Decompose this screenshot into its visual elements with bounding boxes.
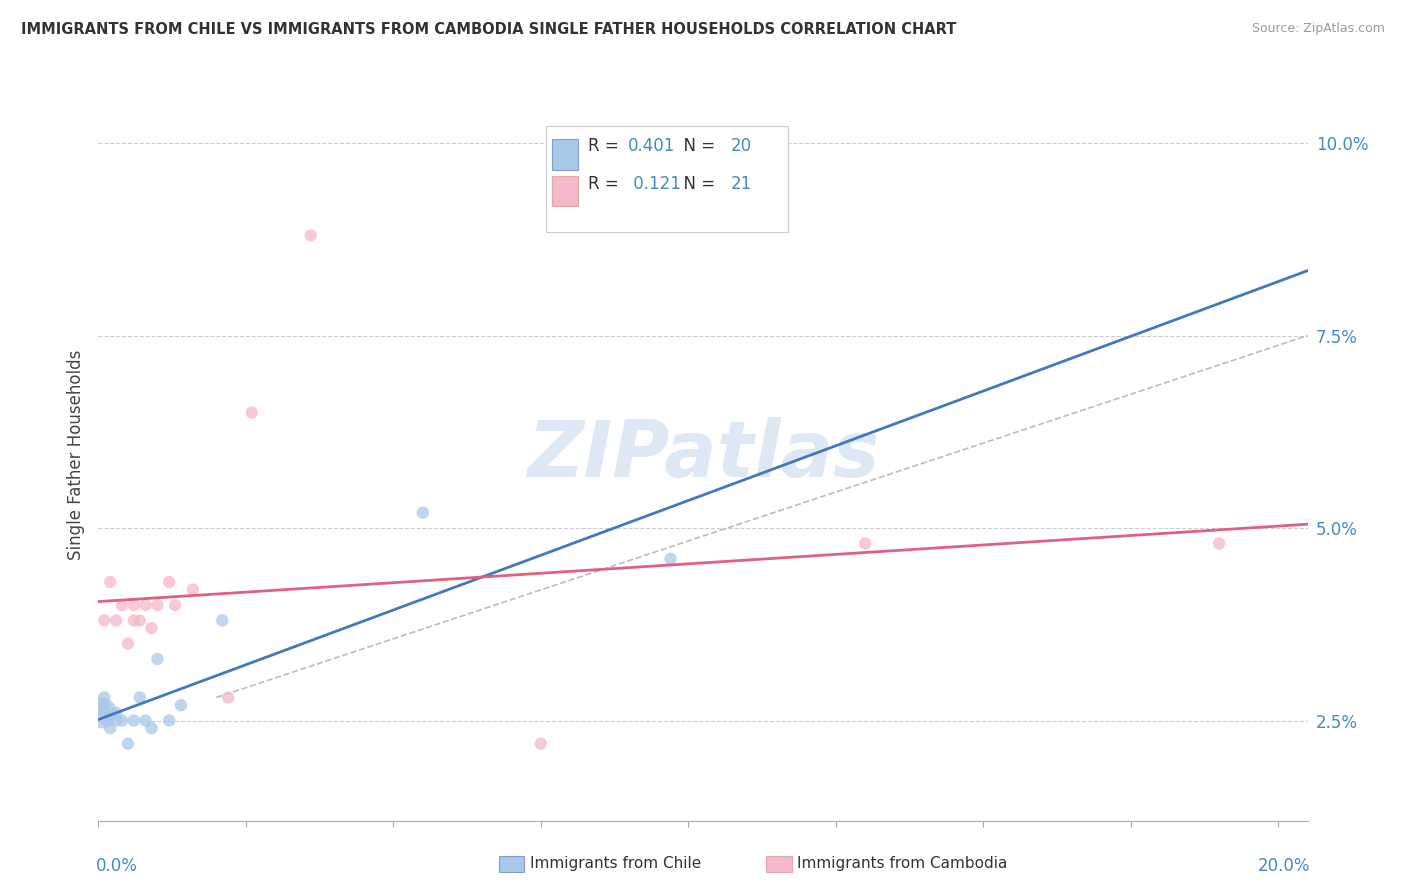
Text: ZIPatlas: ZIPatlas [527, 417, 879, 493]
Point [93, 690, 115, 705]
Text: 0.401: 0.401 [628, 136, 675, 154]
Point [299, 228, 322, 243]
Y-axis label: Single Father Households: Single Father Households [66, 350, 84, 560]
Point [412, 506, 434, 520]
Point [146, 652, 169, 666]
Point [146, 598, 169, 612]
Point [111, 714, 134, 728]
Point [240, 406, 263, 420]
Point [853, 536, 876, 550]
Point [128, 614, 150, 628]
Point [170, 698, 193, 713]
Text: Immigrants from Chile: Immigrants from Chile [530, 856, 702, 871]
Point [141, 621, 163, 635]
Point [111, 598, 134, 612]
Point [165, 598, 187, 612]
Text: 0.0%: 0.0% [96, 857, 138, 875]
Point [157, 714, 180, 728]
Point [93, 698, 115, 713]
Point [659, 552, 682, 566]
Point [157, 574, 180, 589]
Point [181, 582, 204, 597]
Text: 20.0%: 20.0% [1257, 857, 1310, 875]
Text: N =: N = [672, 175, 720, 193]
Point [211, 614, 233, 628]
Point [117, 737, 139, 751]
Point [105, 614, 128, 628]
Point [128, 690, 150, 705]
Point [96, 714, 118, 728]
Text: 20: 20 [731, 136, 752, 154]
Point [1208, 536, 1230, 550]
Point [105, 706, 128, 720]
Point [90, 706, 112, 720]
Point [530, 737, 553, 751]
Point [141, 721, 163, 735]
Point [105, 714, 128, 728]
Point [93, 614, 115, 628]
Point [122, 714, 145, 728]
Text: R =: R = [588, 175, 624, 193]
Text: Source: ZipAtlas.com: Source: ZipAtlas.com [1251, 22, 1385, 36]
Point [90, 698, 112, 713]
Point [122, 614, 145, 628]
Text: Immigrants from Cambodia: Immigrants from Cambodia [797, 856, 1008, 871]
Text: IMMIGRANTS FROM CHILE VS IMMIGRANTS FROM CAMBODIA SINGLE FATHER HOUSEHOLDS CORRE: IMMIGRANTS FROM CHILE VS IMMIGRANTS FROM… [21, 22, 956, 37]
Text: R =: R = [588, 136, 624, 154]
Point [98, 721, 121, 735]
Point [122, 598, 145, 612]
Text: 0.121: 0.121 [628, 175, 681, 193]
FancyBboxPatch shape [546, 126, 787, 232]
Point [217, 690, 239, 705]
Point [135, 714, 157, 728]
Point [98, 574, 121, 589]
Text: N =: N = [672, 136, 720, 154]
Point [135, 598, 157, 612]
Point [93, 706, 115, 720]
Text: 21: 21 [731, 175, 752, 193]
Bar [551, 139, 578, 169]
Point [117, 636, 139, 650]
Bar [551, 176, 578, 206]
